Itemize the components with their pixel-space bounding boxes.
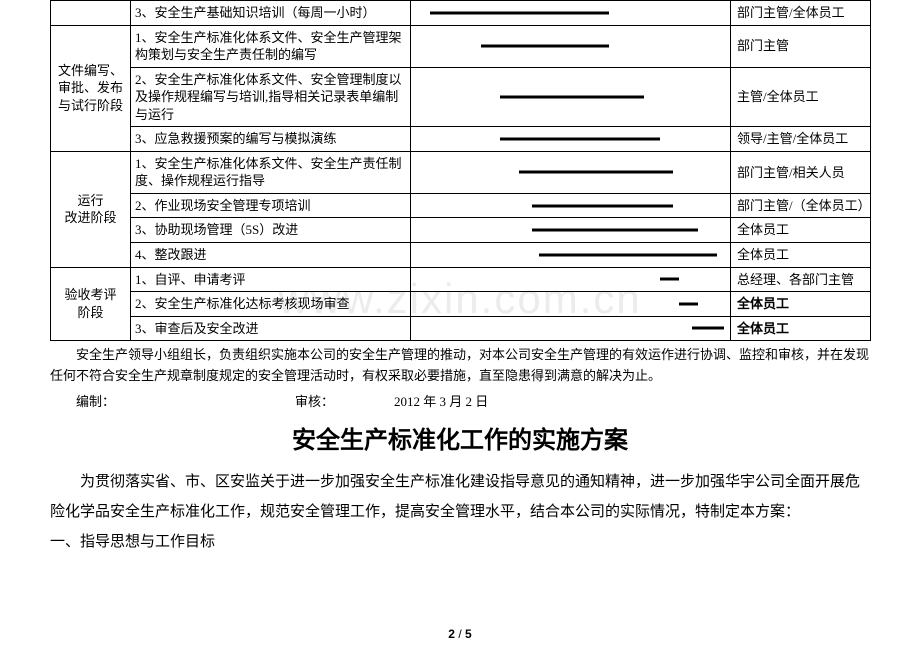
- intro-paragraph: 为贯彻落实省、市、区安监关于进一步加强安全生产标准化建设指导意见的通知精神，进一…: [50, 467, 870, 527]
- responsible-cell: 领导/主管/全体员工: [731, 127, 871, 152]
- gantt-cell: [411, 243, 731, 268]
- gantt-bar: [532, 204, 672, 207]
- gantt-cell: [411, 292, 731, 317]
- gantt-bar: [692, 327, 724, 330]
- table-row: 2、安全生产标准化达标考核现场审查 全体员工: [51, 292, 871, 317]
- phase-cell: 文件编写、审批、发布与试行阶段: [51, 25, 131, 151]
- responsible-cell: 全体员工: [731, 243, 871, 268]
- task-cell: 1、安全生产标准化体系文件、安全生产责任制度、操作规程运行指导: [131, 151, 411, 193]
- phase-cell: 验收考评阶段: [51, 267, 131, 341]
- phase-cell: [51, 1, 131, 26]
- date-text: 2012 年 3 月 2 日: [394, 391, 488, 410]
- gantt-bar: [500, 138, 660, 141]
- gantt-cell: [411, 218, 731, 243]
- responsible-cell: 总经理、各部门主管: [731, 267, 871, 292]
- table-row: 2、作业现场安全管理专项培训 部门主管/（全体员工）: [51, 193, 871, 218]
- table-row: 4、整改跟进 全体员工: [51, 243, 871, 268]
- gantt-bar: [660, 278, 679, 281]
- task-cell: 1、自评、申请考评: [131, 267, 411, 292]
- task-cell: 2、安全生产标准化体系文件、安全管理制度以及操作规程编写与培训,指导相关记录表单…: [131, 67, 411, 127]
- task-cell: 2、作业现场安全管理专项培训: [131, 193, 411, 218]
- meta-row: 编制： 审核： 2012 年 3 月 2 日: [50, 391, 870, 410]
- gantt-cell: [411, 127, 731, 152]
- table-row: 2、安全生产标准化体系文件、安全管理制度以及操作规程编写与培训,指导相关记录表单…: [51, 67, 871, 127]
- table-row: 3、应急救援预案的编写与模拟演练 领导/主管/全体员工: [51, 127, 871, 152]
- gantt-bar: [500, 95, 644, 98]
- responsible-cell: 全体员工: [731, 292, 871, 317]
- page-number: 2 / 5: [0, 627, 920, 641]
- gantt-cell: [411, 1, 731, 26]
- task-cell: 3、审查后及安全改进: [131, 316, 411, 341]
- responsible-cell: 部门主管/全体员工: [731, 1, 871, 26]
- task-cell: 3、协助现场管理（5S）改进: [131, 218, 411, 243]
- task-cell: 4、整改跟进: [131, 243, 411, 268]
- task-cell: 1、安全生产标准化体系文件、安全生产管理架构策划与安全生产责任制的编写: [131, 25, 411, 67]
- responsible-cell: 部门主管: [731, 25, 871, 67]
- table-row: 3、安全生产基础知识培训（每周一小时） 部门主管/全体员工: [51, 1, 871, 26]
- responsible-cell: 全体员工: [731, 316, 871, 341]
- table-row: 3、审查后及安全改进 全体员工: [51, 316, 871, 341]
- phase-cell: 运行改进阶段: [51, 151, 131, 267]
- section-heading: 一、指导思想与工作目标: [50, 527, 870, 557]
- responsible-cell: 部门主管/（全体员工）: [731, 193, 871, 218]
- gantt-cell: [411, 151, 731, 193]
- footnote-text: 安全生产领导小组组长，负责组织实施本公司的安全生产管理的推动，对本公司安全生产管…: [50, 345, 870, 387]
- gantt-bar: [519, 171, 672, 174]
- gantt-cell: [411, 67, 731, 127]
- gantt-cell: [411, 25, 731, 67]
- task-cell: 3、安全生产基础知识培训（每周一小时）: [131, 1, 411, 26]
- table-row: 验收考评阶段1、自评、申请考评总经理、各部门主管: [51, 267, 871, 292]
- responsible-cell: 部门主管/相关人员: [731, 151, 871, 193]
- table-row: 文件编写、审批、发布与试行阶段1、安全生产标准化体系文件、安全生产管理架构策划与…: [51, 25, 871, 67]
- task-cell: 3、应急救援预案的编写与模拟演练: [131, 127, 411, 152]
- document-title: 安全生产标准化工作的实施方案: [50, 420, 870, 455]
- task-cell: 2、安全生产标准化达标考核现场审查: [131, 292, 411, 317]
- table-row: 3、协助现场管理（5S）改进 全体员工: [51, 218, 871, 243]
- compiler-label: 编制：: [76, 391, 115, 410]
- gantt-bar: [539, 253, 718, 256]
- gantt-cell: [411, 316, 731, 341]
- gantt-cell: [411, 267, 731, 292]
- schedule-table: 3、安全生产基础知识培训（每周一小时）部门主管/全体员工文件编写、审批、发布与试…: [50, 0, 871, 341]
- responsible-cell: 主管/全体员工: [731, 67, 871, 127]
- gantt-bar: [679, 302, 698, 305]
- gantt-cell: [411, 193, 731, 218]
- gantt-bar: [430, 11, 609, 14]
- reviewer-label: 审核：: [295, 391, 334, 410]
- responsible-cell: 全体员工: [731, 218, 871, 243]
- table-row: 运行改进阶段1、安全生产标准化体系文件、安全生产责任制度、操作规程运行指导部门主…: [51, 151, 871, 193]
- gantt-bar: [532, 229, 698, 232]
- gantt-bar: [481, 45, 609, 48]
